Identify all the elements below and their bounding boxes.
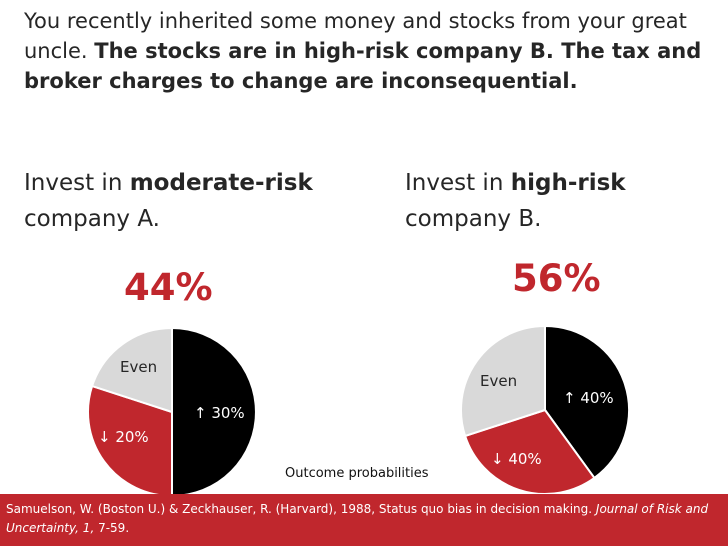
option-b-prefix: Invest in bbox=[405, 170, 511, 196]
scenario-text-bold: The stocks are in high-risk company B. T… bbox=[24, 39, 702, 93]
pie-a-up-label: ↑ 30% bbox=[194, 404, 245, 422]
citation: Samuelson, W. (Boston U.) & Zeckhauser, … bbox=[6, 500, 722, 538]
scenario-text-plain: You recently inherited some money and st… bbox=[24, 9, 687, 63]
option-b-suffix: company B. bbox=[405, 206, 542, 232]
option-b-percentage: 56% bbox=[512, 257, 601, 300]
pie-b-down-label: ↓ 40% bbox=[491, 450, 542, 468]
pie-b-even-label: Even bbox=[480, 372, 518, 390]
pie-a-even-label: Even bbox=[120, 358, 158, 376]
scenario-text: You recently inherited some money and st… bbox=[24, 6, 724, 96]
pie-b-up-label: ↑ 40% bbox=[563, 389, 614, 407]
outcome-caption: Outcome probabilities bbox=[285, 466, 429, 481]
option-a-bold: moderate-risk bbox=[129, 170, 313, 196]
option-b-title: Invest in high-risk company B. bbox=[405, 165, 705, 237]
citation-journal: Journal of Risk and Uncertainty, 1, bbox=[6, 502, 709, 535]
option-a-suffix: company A. bbox=[24, 206, 160, 232]
option-b-bold: high-risk bbox=[510, 170, 626, 196]
citation-authors: Samuelson, W. (Boston U.) & Zeckhauser, … bbox=[6, 502, 596, 516]
option-a-title: Invest in moderate-risk company A. bbox=[24, 165, 354, 237]
pie-chart-b bbox=[460, 324, 630, 495]
citation-bar: Samuelson, W. (Boston U.) & Zeckhauser, … bbox=[0, 494, 728, 546]
citation-pages: 7-59. bbox=[94, 521, 130, 535]
pie-a-down-label: ↓ 20% bbox=[98, 428, 149, 446]
option-a-prefix: Invest in bbox=[24, 170, 130, 196]
option-a-percentage: 44% bbox=[124, 266, 213, 309]
